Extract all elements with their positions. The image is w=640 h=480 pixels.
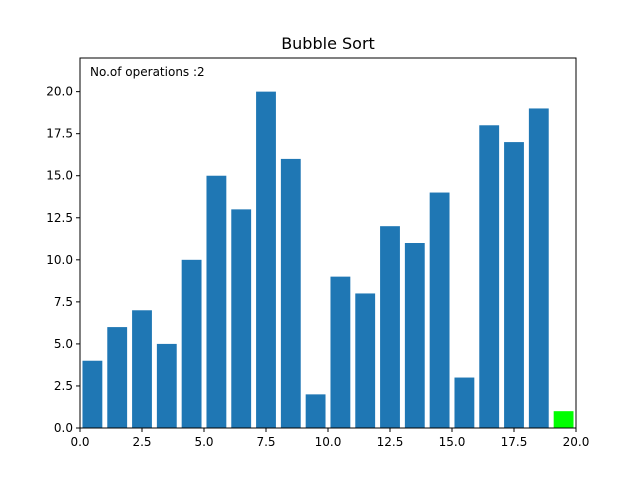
x-tick-label: 15.0 [439, 435, 466, 449]
bar-6 [231, 209, 252, 428]
bar-2 [132, 310, 152, 428]
x-tick-label: 2.5 [132, 435, 151, 449]
x-axis: 0.0 2.5 5.0 7.5 10.0 12.5 15.0 17.5 20.0 [70, 428, 589, 449]
y-axis: 0.0 2.5 5.0 7.5 10.0 12.5 15.0 17.5 20.0 [46, 85, 80, 435]
y-tick-label: 0.0 [54, 421, 73, 435]
bar-1 [107, 327, 128, 428]
bar-14 [429, 192, 450, 428]
x-tick-label: 5.0 [194, 435, 213, 449]
x-tick-label: 7.5 [256, 435, 275, 449]
y-tick-label: 12.5 [46, 211, 73, 225]
x-tick-label: 17.5 [501, 435, 528, 449]
x-tick-label: 0.0 [70, 435, 89, 449]
y-tick-label: 7.5 [54, 295, 73, 309]
bar-0 [82, 360, 103, 428]
bar-18 [528, 108, 549, 429]
y-tick-label: 15.0 [46, 169, 73, 183]
y-tick-label: 5.0 [54, 337, 73, 351]
x-tick-label: 12.5 [377, 435, 404, 449]
x-tick-label: 20.0 [563, 435, 590, 449]
bar-19 [553, 411, 574, 428]
y-tick-label: 10.0 [46, 253, 73, 267]
plot-area-frame [79, 57, 577, 429]
chart-title: Bubble Sort [281, 34, 375, 53]
bar-5 [206, 175, 227, 428]
y-tick-label: 2.5 [54, 379, 73, 393]
bar-12 [380, 226, 400, 428]
bar-16 [479, 125, 500, 428]
bar-17 [504, 142, 524, 428]
bar-4 [181, 259, 202, 428]
bar-8 [280, 158, 301, 428]
bar-3 [156, 343, 177, 428]
operations-counter: No.of operations :2 [90, 65, 205, 79]
y-tick-label: 20.0 [46, 85, 73, 99]
bar-13 [404, 243, 425, 428]
bar-series [82, 91, 574, 429]
bar-15 [454, 377, 475, 428]
bar-9 [305, 394, 326, 428]
bar-11 [355, 293, 376, 428]
bar-7 [256, 91, 276, 429]
bar-10 [330, 276, 351, 428]
y-tick-label: 17.5 [46, 127, 73, 141]
x-tick-label: 10.0 [315, 435, 342, 449]
